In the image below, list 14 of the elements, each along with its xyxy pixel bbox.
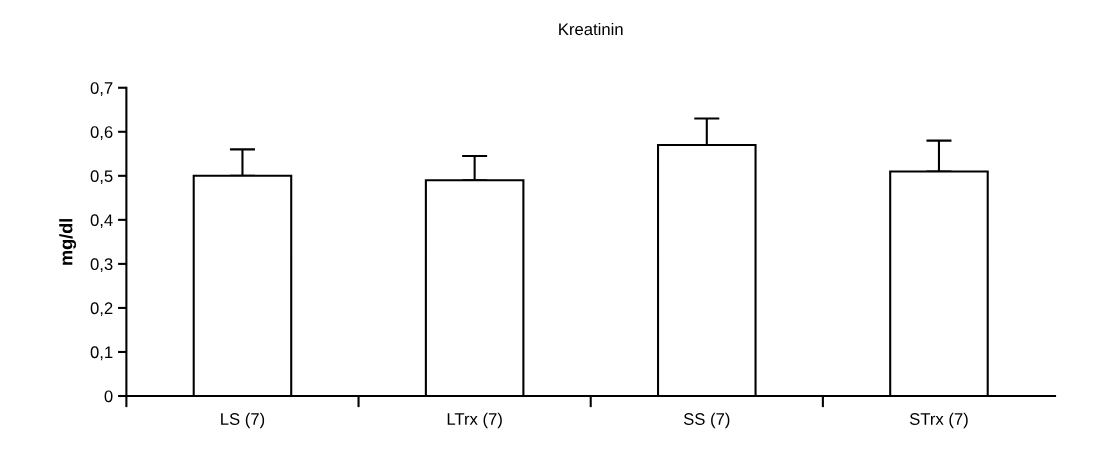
x-tick-label: STrx (7) [909,412,968,429]
y-tick-label: 0 [104,390,113,403]
x-tick-label: LTrx (7) [447,412,502,429]
y-tick-label: 0,2 [90,302,113,317]
y-tick-label: 0,7 [90,82,113,96]
y-tick-label: 0,5 [90,170,113,184]
chart-title: Kreatinin [559,22,623,36]
x-tick-label: LS (7) [221,412,265,429]
y-axis-title: mg/dl [59,219,77,265]
y-tick-label: 0,6 [90,126,113,140]
x-tick-label: SS (7) [683,412,730,429]
y-tick-label: 0,3 [90,258,113,273]
y-tick-label: 0,1 [90,346,113,361]
y-tick-label: 0,4 [90,214,113,229]
